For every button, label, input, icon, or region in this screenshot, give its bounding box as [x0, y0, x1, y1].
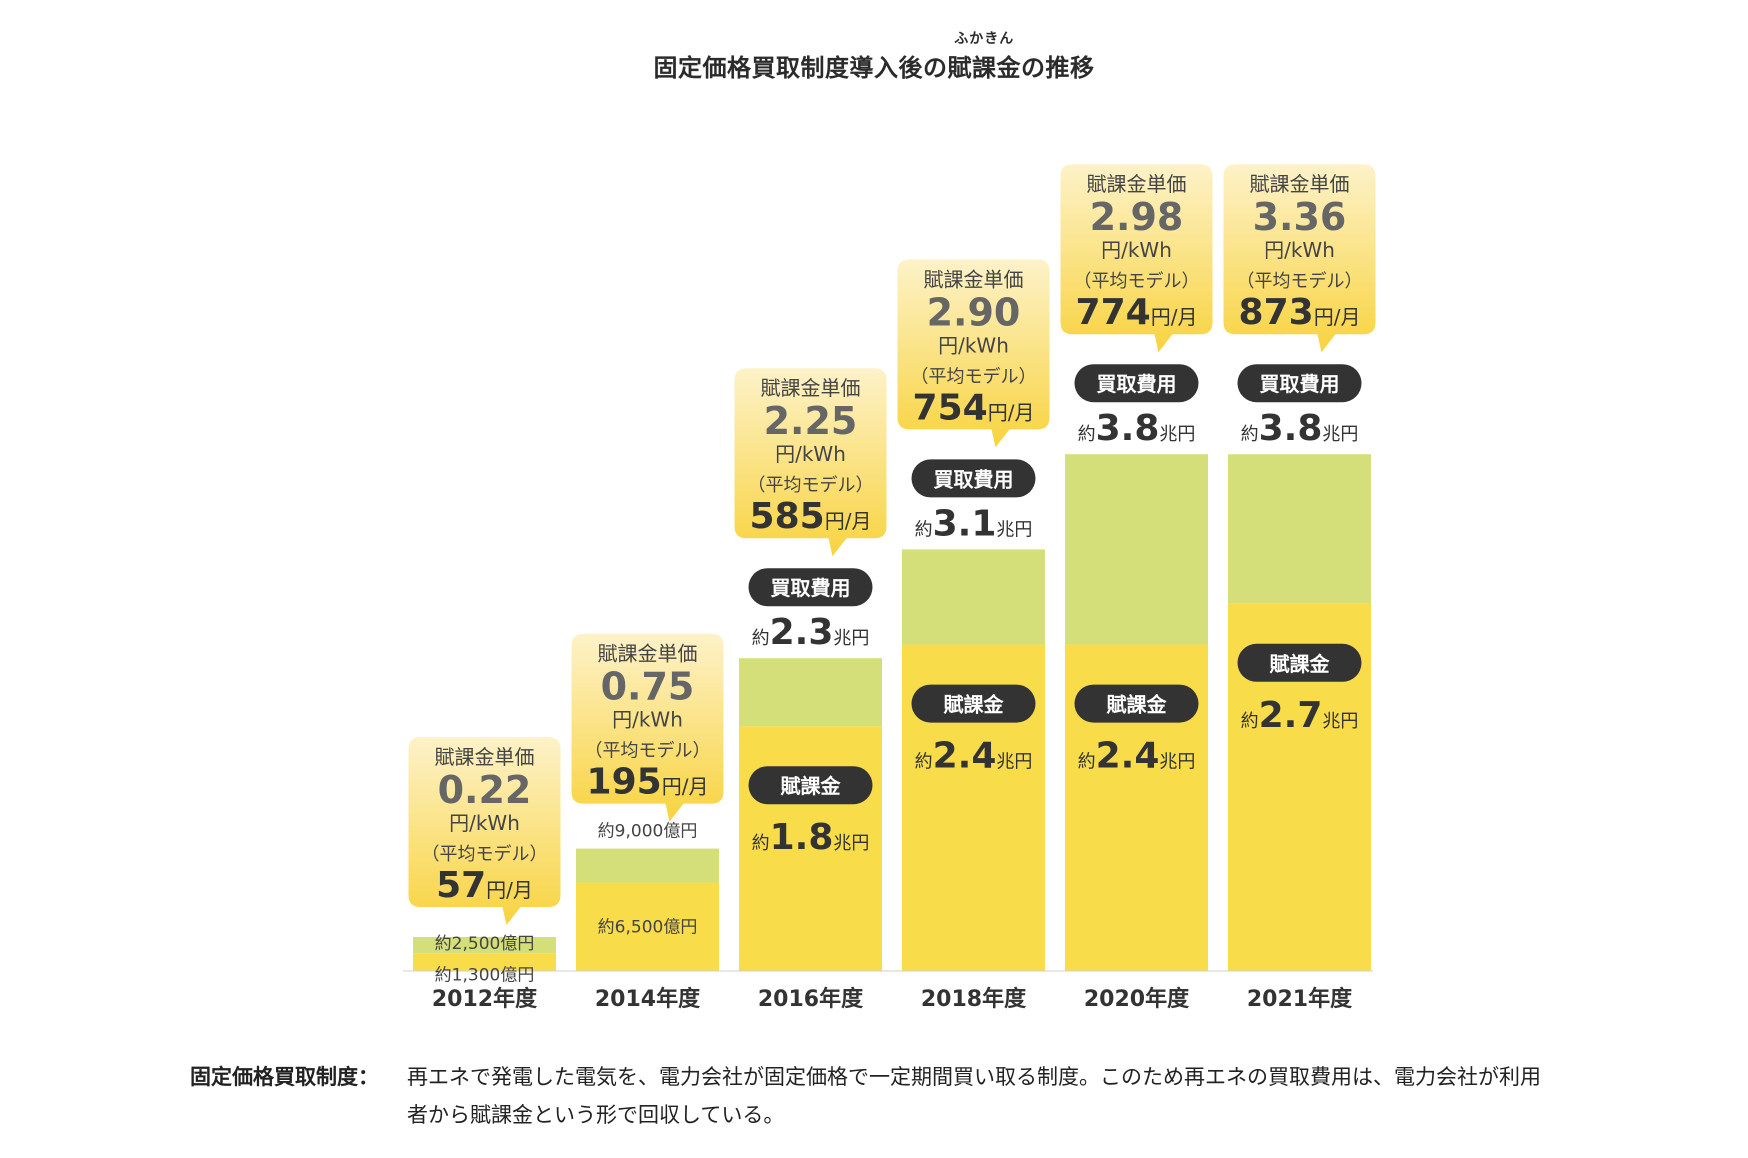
- levy-value-label: 約2.4兆円: [1078, 736, 1196, 777]
- purchase-cost-pill-label: 買取費用: [934, 467, 1014, 491]
- title-part2: の推移: [1021, 54, 1095, 82]
- average-model-label: （平均モデル）: [748, 475, 874, 496]
- levy-pill: [748, 766, 873, 805]
- purchase-cost-value-label: 約2.3兆円: [752, 612, 870, 653]
- levy-value-label: 約1.8兆円: [752, 817, 870, 858]
- purchase-cost-pill-label: 買取費用: [1097, 372, 1177, 396]
- levy-pill-label: 賦課金: [1107, 693, 1168, 717]
- unit-price-callout: [1223, 164, 1376, 353]
- unit-price-callout: [897, 259, 1050, 448]
- levy-value-label: 約2.4兆円: [915, 736, 1033, 777]
- footer-term: 固定価格買取制度：: [190, 1065, 379, 1089]
- title-part1: 固定価格買取制度導入後の: [653, 54, 948, 82]
- unit-price-unit: 円/kWh: [1264, 238, 1335, 262]
- monthly-cost-value: 57円/月: [436, 865, 533, 906]
- levy-pill-label: 賦課金: [1270, 652, 1331, 676]
- bar-purchase-cost: [902, 549, 1045, 645]
- average-model-label: （平均モデル）: [1237, 271, 1363, 292]
- purchase-cost-value-label: 約2,500億円: [435, 934, 535, 954]
- monthly-cost-value: 754円/月: [913, 387, 1035, 428]
- purchase-cost-pill: [1074, 364, 1199, 403]
- unit-price-label: 賦課金単価: [761, 376, 861, 400]
- x-tick-label: 2020年度: [1084, 986, 1190, 1010]
- footer-description: 再エネで発電した電気を、電力会社が固定価格で一定期間買い取る制度。このため再エネ…: [407, 1065, 1541, 1127]
- unit-price-label: 賦課金単価: [924, 267, 1024, 291]
- purchase-cost-value-label: 約3.8兆円: [1241, 408, 1359, 449]
- x-tick-label: 2016年度: [758, 986, 864, 1010]
- average-model-label: （平均モデル）: [422, 844, 548, 865]
- title-ruby-base: 賦課金: [947, 54, 1021, 82]
- purchase-cost-pill: [748, 568, 873, 607]
- monthly-cost-value: 774円/月: [1076, 292, 1198, 333]
- unit-price-value: 3.36: [1253, 195, 1347, 239]
- purchase-cost-pill: [1237, 364, 1362, 403]
- purchase-cost-value-label: 約9,000億円: [598, 822, 698, 842]
- unit-price-unit: 円/kWh: [612, 708, 683, 732]
- unit-price-label: 賦課金単価: [1250, 172, 1350, 196]
- monthly-cost-value: 585円/月: [750, 496, 872, 537]
- levy-value-label: 約2.7兆円: [1241, 695, 1359, 736]
- unit-price-callout: [571, 633, 724, 822]
- chart-title: 固定価格買取制度導入後の ふかきん賦課金の推移: [0, 31, 1748, 83]
- bar-purchase-cost: [1065, 454, 1208, 645]
- x-tick-label: 2018年度: [921, 986, 1027, 1010]
- bar-purchase-cost: [576, 848, 719, 883]
- unit-price-label: 賦課金単価: [1087, 172, 1187, 196]
- levy-pill: [1237, 643, 1362, 682]
- levy-pill-label: 賦課金: [944, 693, 1005, 717]
- bar-purchase-cost: [739, 658, 882, 727]
- bar-levy: [576, 882, 719, 971]
- unit-price-callout: [734, 368, 887, 557]
- x-tick-label: 2014年度: [595, 986, 701, 1010]
- unit-price-callout: [1060, 164, 1213, 353]
- levy-pill: [1074, 684, 1199, 723]
- purchase-cost-pill-label: 買取費用: [771, 576, 851, 600]
- title-ruby-word: ふかきん 賦課金: [947, 31, 1022, 83]
- unit-price-value: 0.75: [601, 665, 695, 709]
- unit-price-unit: 円/kWh: [938, 333, 1009, 357]
- unit-price-value: 0.22: [438, 768, 532, 812]
- unit-price-label: 賦課金単価: [435, 745, 535, 769]
- unit-price-unit: 円/kWh: [775, 442, 846, 466]
- monthly-cost-value: 195円/月: [587, 762, 709, 803]
- unit-price-value: 2.90: [927, 290, 1021, 334]
- average-model-label: （平均モデル）: [1074, 271, 1200, 292]
- levy-pill-label: 賦課金: [781, 774, 842, 798]
- bar-levy: [413, 953, 556, 971]
- unit-price-unit: 円/kWh: [449, 811, 520, 835]
- levy-value-label: 約1,300億円: [435, 965, 535, 985]
- levy-value-label: 約6,500億円: [598, 918, 698, 938]
- purchase-cost-value-label: 約3.1兆円: [915, 503, 1033, 544]
- average-model-label: （平均モデル）: [911, 366, 1037, 387]
- unit-price-value: 2.98: [1090, 195, 1184, 239]
- unit-price-label: 賦課金単価: [598, 642, 698, 666]
- levy-pill: [911, 684, 1036, 723]
- unit-price-value: 2.25: [764, 399, 858, 443]
- bar-purchase-cost: [1228, 454, 1371, 604]
- stacked-bar-chart: 2012年度約2,500億円約1,300億円賦課金単価0.22円/kWh（平均モ…: [403, 164, 1376, 1010]
- purchase-cost-value-label: 約3.8兆円: [1078, 408, 1196, 449]
- x-tick-label: 2012年度: [432, 986, 538, 1010]
- unit-price-callout: [408, 737, 561, 925]
- bar-purchase-cost: [413, 937, 556, 954]
- monthly-cost-value: 873円/月: [1239, 292, 1361, 333]
- purchase-cost-pill: [911, 459, 1036, 498]
- average-model-label: （平均モデル）: [585, 741, 711, 762]
- purchase-cost-pill-label: 買取費用: [1260, 372, 1340, 396]
- unit-price-unit: 円/kWh: [1101, 238, 1172, 262]
- x-tick-label: 2021年度: [1247, 986, 1353, 1010]
- title-ruby-reading: ふかきん: [954, 31, 1015, 47]
